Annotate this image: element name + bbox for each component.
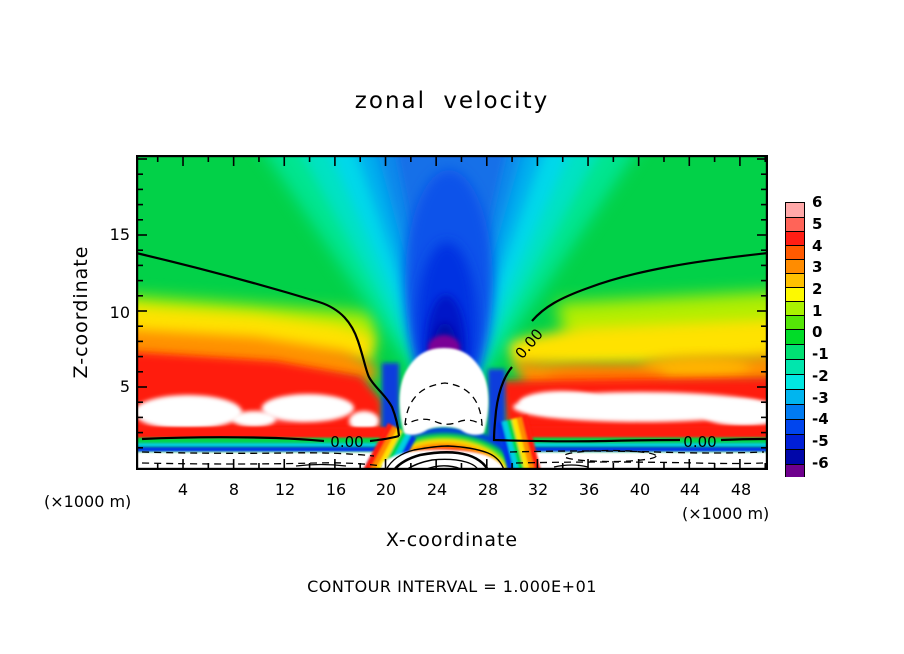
x-tick-label: 20 bbox=[375, 480, 397, 499]
colorbar-tick-label: 5 bbox=[812, 215, 823, 233]
colorbar-tick-label: 4 bbox=[812, 237, 823, 255]
colorbar-cell bbox=[786, 344, 804, 359]
zero-contour-lines bbox=[135, 251, 769, 443]
colorbar-cell bbox=[786, 359, 804, 374]
colorbar-tick-label: 2 bbox=[812, 280, 823, 298]
colorbar-tick-label: 1 bbox=[812, 302, 823, 320]
x-tick-label: 36 bbox=[578, 480, 600, 499]
x-tick-label: 24 bbox=[426, 480, 448, 499]
colorbar-cell bbox=[786, 217, 804, 231]
contour-plot: 0.00 0.00 0.00 bbox=[135, 154, 769, 471]
x-tick-label: 4 bbox=[177, 480, 189, 499]
colorbar-cell bbox=[786, 315, 804, 329]
x-tick-label: 40 bbox=[629, 480, 651, 499]
colorbar-tick-label: -1 bbox=[812, 345, 829, 363]
x-tick-label: 8 bbox=[228, 480, 240, 499]
colorbar-cell bbox=[786, 404, 804, 419]
colorbar-cell bbox=[786, 449, 804, 464]
axis-ticks bbox=[138, 157, 767, 468]
filled-contour-field bbox=[136, 155, 768, 470]
colorbar-cell bbox=[786, 245, 804, 259]
x-tick-label: 44 bbox=[679, 480, 701, 499]
chart-title: zonal velocity bbox=[354, 88, 550, 114]
y-tick-label: 10 bbox=[109, 303, 130, 322]
x-tick-label: 48 bbox=[730, 480, 752, 499]
colorbar-cell bbox=[786, 389, 804, 404]
contour-plot-svg: 0.00 0.00 0.00 bbox=[135, 154, 769, 471]
x-axis-title: X-coordinate bbox=[385, 529, 519, 551]
x-unit-label-right: (×1000 m) bbox=[682, 504, 770, 523]
colorbar-cell bbox=[786, 374, 804, 389]
plot-border bbox=[135, 154, 769, 471]
y-axis-title: Z-coordinate bbox=[70, 245, 92, 379]
colorbar-cell bbox=[786, 301, 804, 315]
colorbar-tick-label: -6 bbox=[812, 454, 829, 472]
colorbar bbox=[785, 202, 805, 477]
x-tick-label: 28 bbox=[477, 480, 499, 499]
x-tick-label: 16 bbox=[325, 480, 347, 499]
colorbar-cell bbox=[786, 464, 804, 477]
contour-label-lower-right: 0.00 bbox=[683, 433, 716, 451]
colorbar-tick-label: -4 bbox=[812, 410, 829, 428]
colorbar-cell bbox=[786, 419, 804, 434]
x-tick-label: 12 bbox=[274, 480, 296, 499]
colorbar-tick-label: 6 bbox=[812, 193, 823, 211]
y-tick-label: 5 bbox=[119, 377, 130, 396]
colorbar-cell bbox=[786, 231, 804, 245]
negative-dashed-contours bbox=[141, 382, 765, 467]
contour-label-lower-left: 0.00 bbox=[330, 433, 363, 451]
colorbar-tick-label: -5 bbox=[812, 432, 829, 450]
colorbar-cell bbox=[786, 259, 804, 273]
colorbar-tick-label: 0 bbox=[812, 323, 823, 341]
colorbar-cell bbox=[786, 287, 804, 301]
x-unit-label-left: (×1000 m) bbox=[44, 492, 132, 511]
colorbar-tick-label: -3 bbox=[812, 389, 829, 407]
colorbar-tick-label: 3 bbox=[812, 258, 823, 276]
colorbar-tick-label: -2 bbox=[812, 367, 829, 385]
colorbar-cell bbox=[786, 329, 804, 344]
x-tick-label: 32 bbox=[527, 480, 549, 499]
colorbar-cell bbox=[786, 203, 804, 217]
colorbar-cell bbox=[786, 273, 804, 287]
contour-interval-note: CONTOUR INTERVAL = 1.000E+01 bbox=[307, 577, 597, 596]
y-tick-label: 15 bbox=[109, 225, 130, 244]
colorbar-cell bbox=[786, 434, 804, 449]
